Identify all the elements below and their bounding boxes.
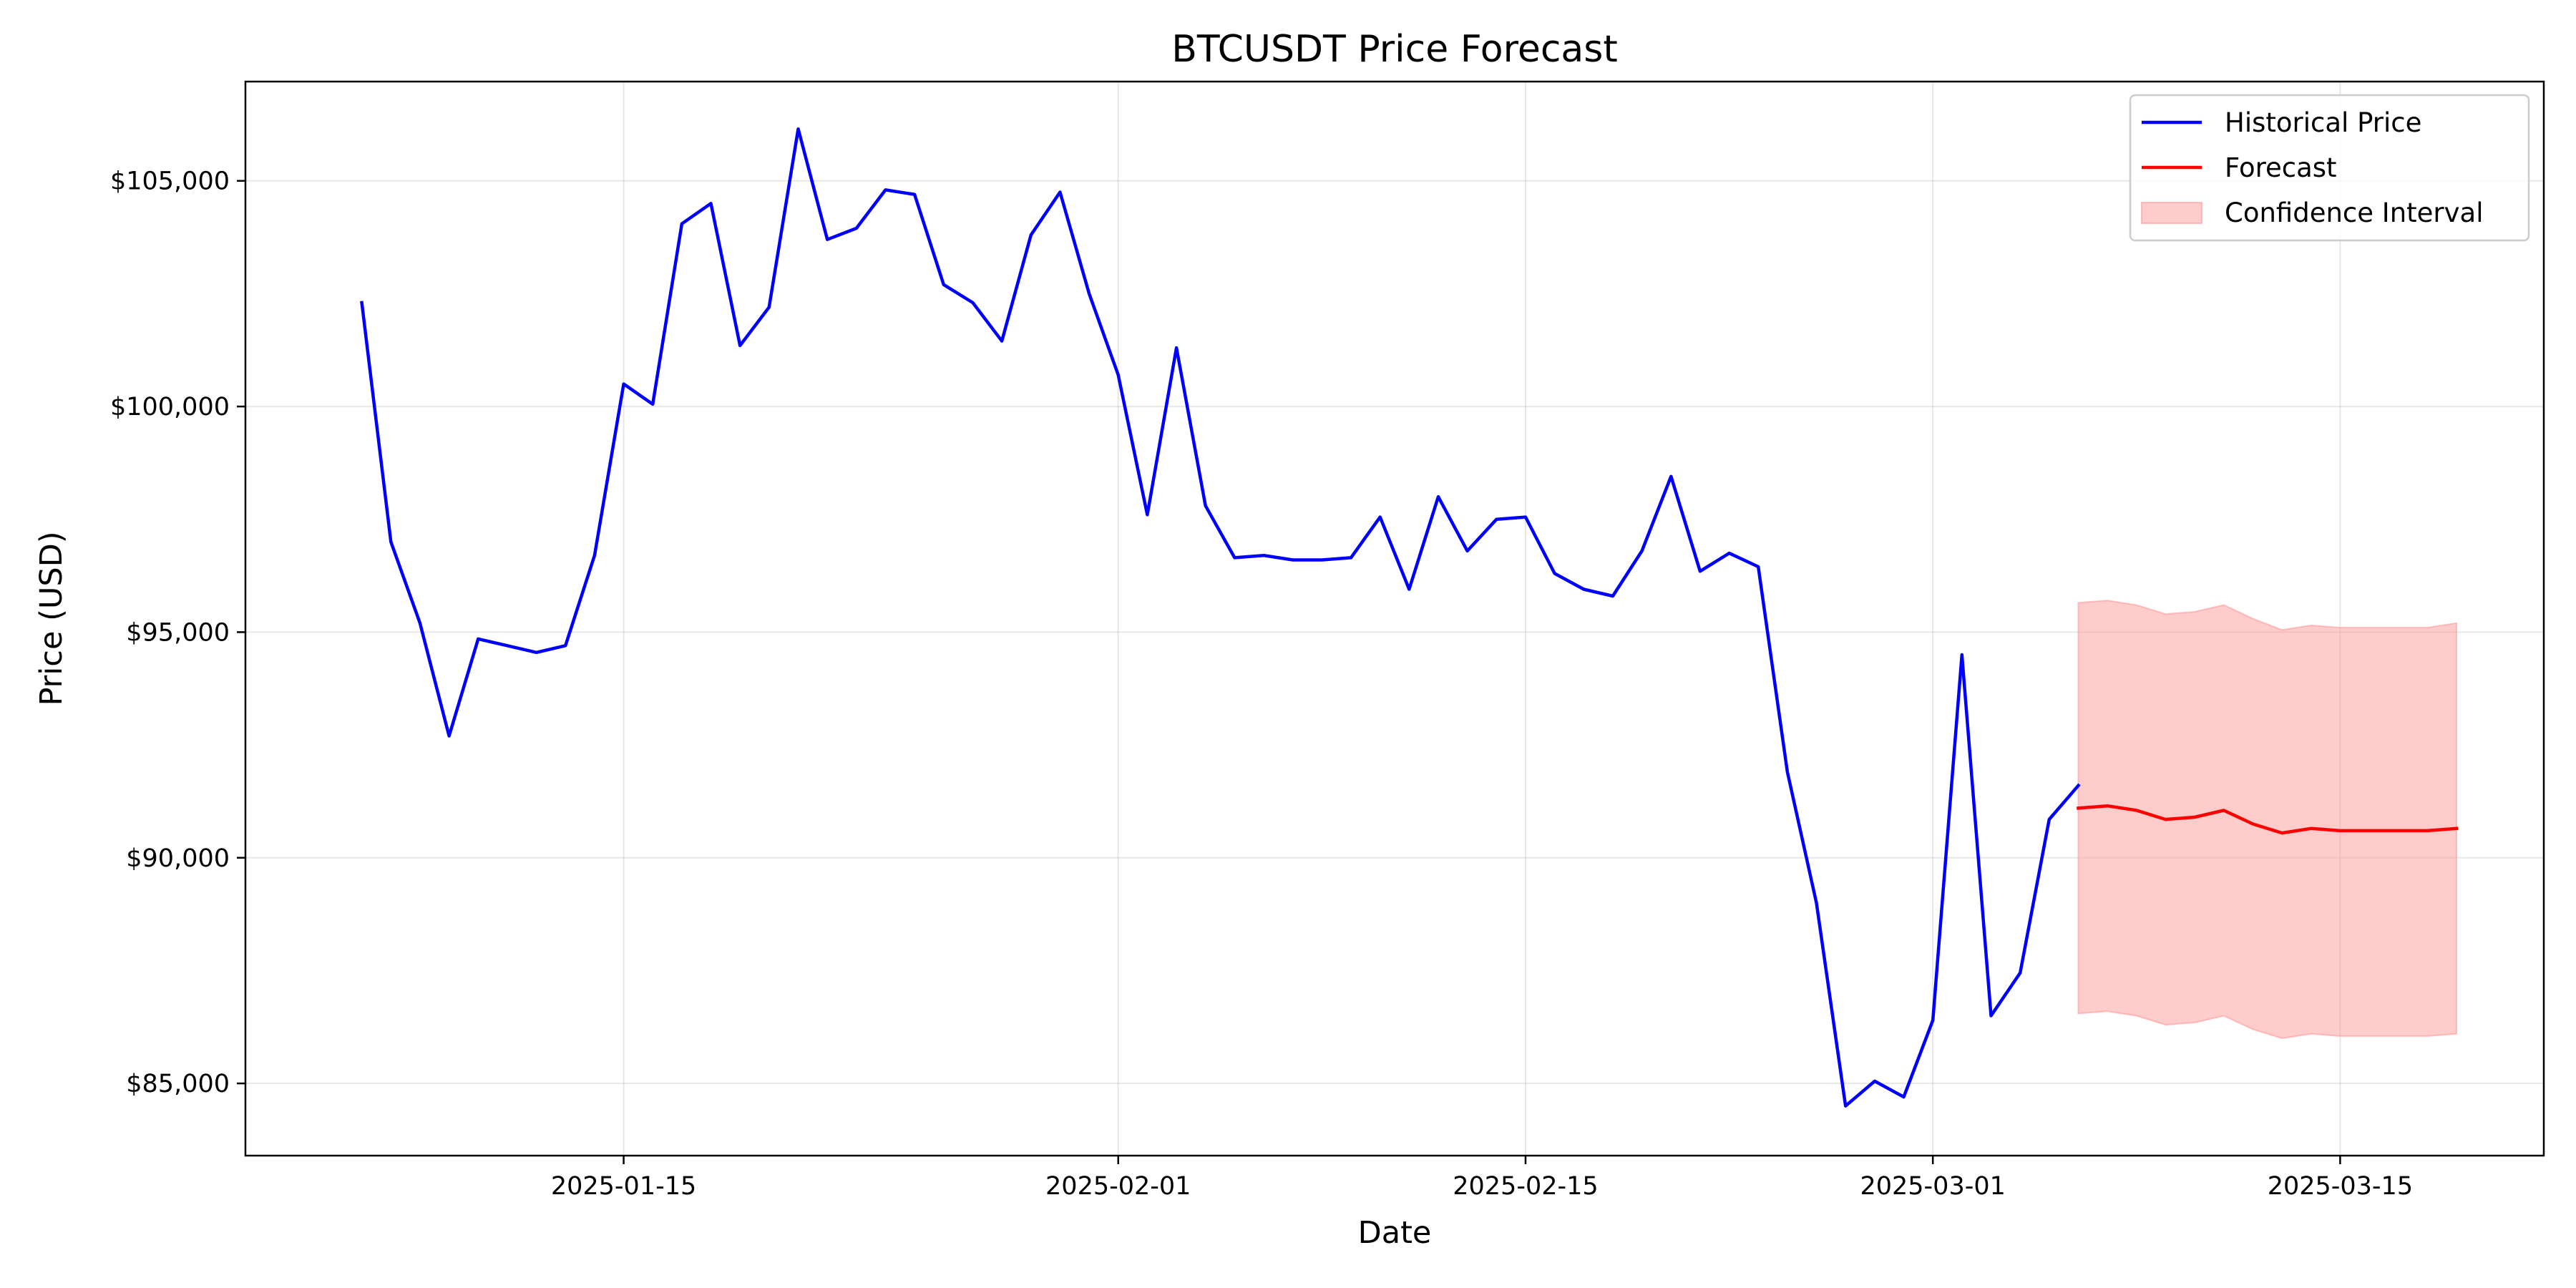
legend-label-confidence: Confidence Interval (2225, 197, 2484, 228)
legend: Historical Price Forecast Confidence Inter… (2129, 94, 2530, 242)
legend-label-historical: Historical Price (2225, 107, 2421, 138)
y-tick-label: $85,000 (126, 1070, 230, 1098)
y-axis-ticks: $85,000 $90,000 $95,000 $100,000 $105,000 (110, 167, 245, 1098)
x-tick-label: 2025-03-15 (2268, 1172, 2413, 1201)
chart-title: BTCUSDT Price Forecast (1171, 28, 1618, 71)
y-tick-label: $100,000 (110, 393, 230, 421)
y-tick-label: $90,000 (126, 844, 230, 873)
y-tick-label: $95,000 (126, 618, 230, 647)
forecast-price-line (2077, 804, 2459, 835)
confidence-interval-band (2077, 600, 2457, 1040)
series-lines-layer (360, 127, 2459, 1108)
legend-label-forecast: Forecast (2225, 152, 2337, 183)
legend-swatch-confidence (2141, 202, 2202, 224)
x-tick-label: 2025-03-01 (1860, 1172, 2005, 1201)
x-axis-ticks: 2025-01-15 2025-02-01 2025-02-15 2025-03-01… (551, 1156, 2413, 1201)
plot-area-frame (244, 80, 2545, 1157)
y-axis-label: Price (USD) (34, 532, 69, 706)
confidence-band-layer (2077, 600, 2457, 1040)
x-tick-label: 2025-02-01 (1045, 1172, 1191, 1201)
y-tick-label: $105,000 (110, 167, 230, 196)
x-tick-label: 2025-02-15 (1453, 1172, 1598, 1201)
historical-price-line (360, 127, 2081, 1108)
x-tick-label: 2025-01-15 (551, 1172, 696, 1201)
x-axis-label: Date (1358, 1215, 1432, 1251)
legend-box (2129, 94, 2530, 242)
